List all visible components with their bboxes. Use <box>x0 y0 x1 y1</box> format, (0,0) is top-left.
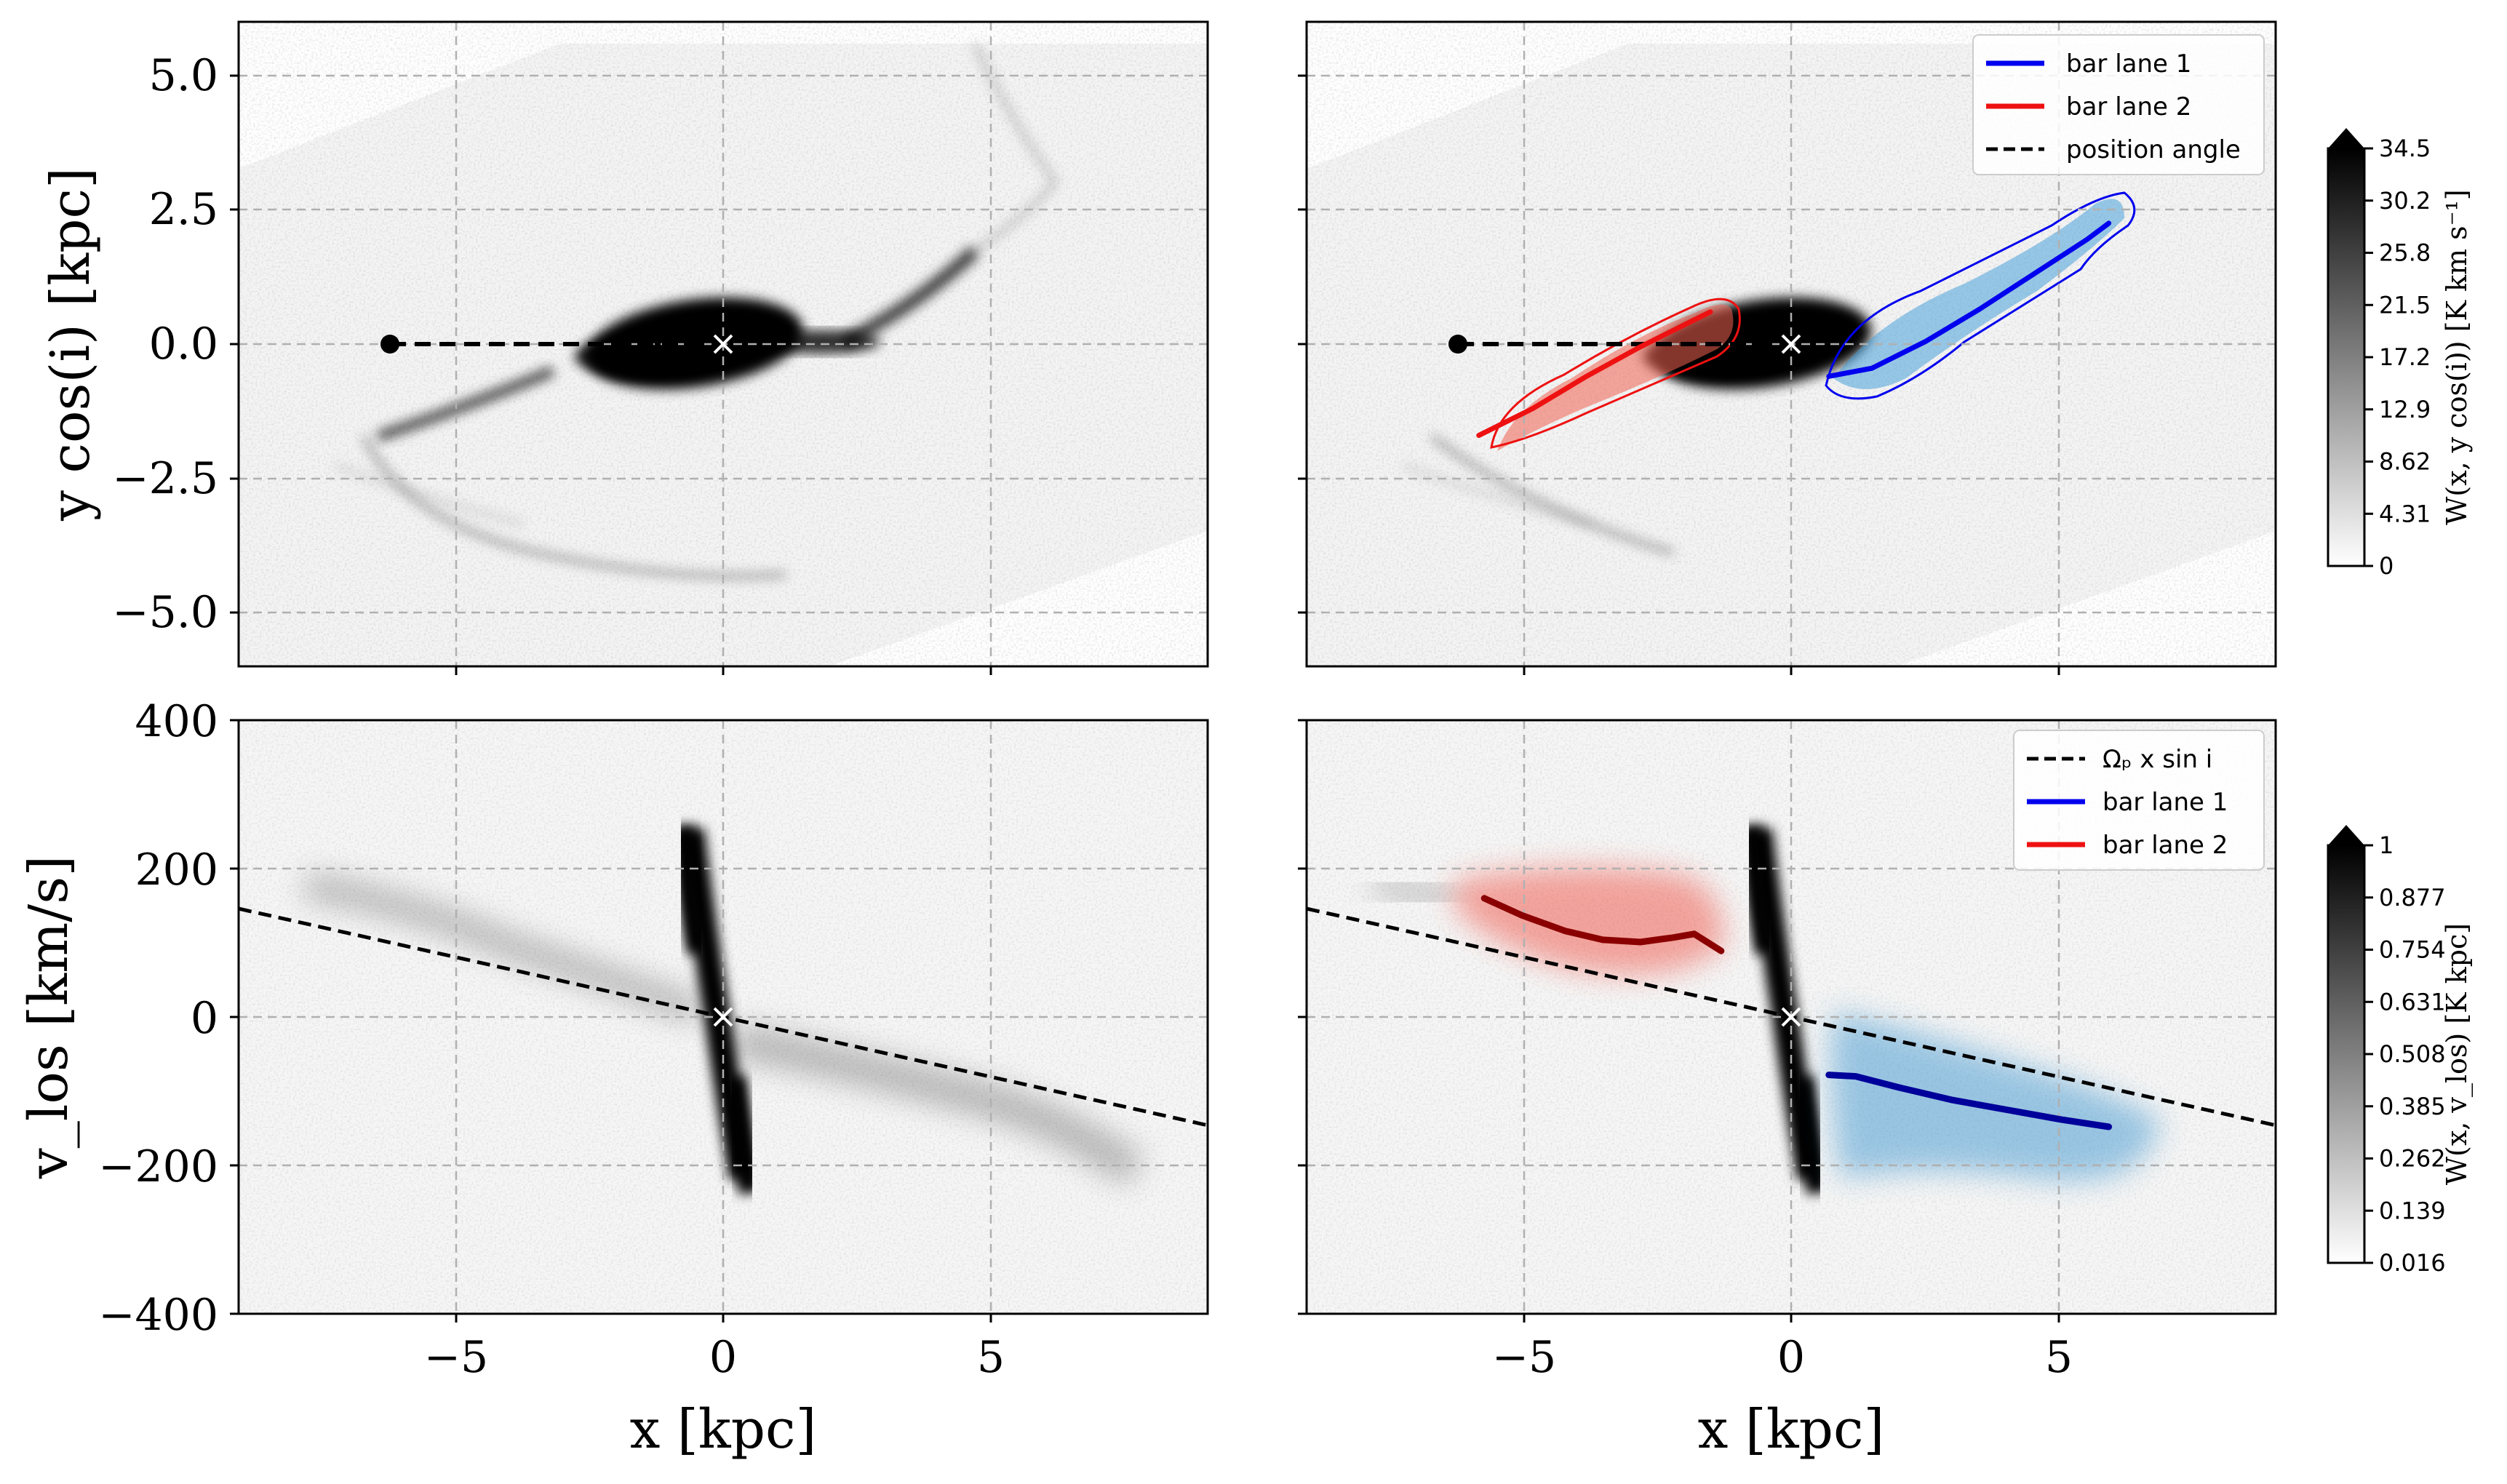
colorbar-top: 0 4.31 8.62 12.9 17.2 21.5 25.8 30.2 34.5 W(x, y… <box>2327 128 2473 580</box>
legend-item: bar lane 1 <box>2103 788 2228 817</box>
bar-lane-2-region <box>1455 867 1724 975</box>
bar-lane-1-contour <box>1825 191 2136 400</box>
colorbar-tick-label: 0.631 <box>2379 988 2446 1016</box>
xtick-label: −5 <box>1492 1332 1556 1383</box>
bar-lane-2-line <box>1476 309 1713 438</box>
center-marker <box>1781 1007 1801 1027</box>
x-axis-label-left: x [kpc] <box>630 1398 817 1461</box>
ytick-label: 5.0 <box>149 50 218 101</box>
ytick-label: −5.0 <box>112 587 218 638</box>
colorbar-tick-label: 21.5 <box>2379 291 2431 319</box>
legend-bottom: Ωₚ x sin i bar lane 1 bar lane 2 <box>2013 730 2265 871</box>
colorbar-ticks: 0.016 0.139 0.262 0.385 0.508 0.631 0.754 0.877… <box>2364 831 2446 1277</box>
ytick-label: 400 <box>135 696 218 747</box>
y-axis-label-top: y cos(i) [kpc] <box>39 167 102 522</box>
colorbar-extend-arrow <box>2328 825 2364 845</box>
colorbar-tick-label: 4.31 <box>2379 500 2431 527</box>
bar-lane-2-contour <box>1490 298 1741 449</box>
colorbar-extend-arrow <box>2328 128 2364 148</box>
ytick-label: 0 <box>191 993 218 1044</box>
y-ticks <box>230 74 992 675</box>
bar-lane-1-line <box>1825 1072 2113 1130</box>
colorbar-tick-label: 8.62 <box>2379 448 2431 476</box>
legend-item: bar lane 1 <box>2066 49 2191 79</box>
ytick-label: −2.5 <box>112 453 218 504</box>
gas-emission <box>333 42 1058 579</box>
panel-top-left: 5.0 2.5 0.0 −2.5 −5.0 y cos(i) [kpc] <box>39 20 1209 675</box>
center-marker <box>1781 334 1801 354</box>
colorbar-tick-label: 34.5 <box>2379 135 2431 162</box>
y-axis-label-bottom: v_los [km/s] <box>17 855 80 1179</box>
colorbar-tick-label: 17.2 <box>2379 343 2431 371</box>
xtick-label: 5 <box>977 1332 1005 1383</box>
bar-lane-1-line <box>1826 220 2112 379</box>
colorbar-tick-label: 0.262 <box>2379 1145 2446 1173</box>
ticks <box>1298 719 2060 1323</box>
colorbar-tick-label: 0 <box>2379 552 2394 580</box>
grid <box>239 22 1208 666</box>
ticks <box>1298 74 2060 675</box>
x-axis-label-right: x [kpc] <box>1698 1398 1885 1461</box>
xtick-label: 0 <box>709 1332 737 1383</box>
xtick-label: −5 <box>424 1332 488 1383</box>
bar-lane-1-region <box>1830 1011 2161 1181</box>
colorbar-tick-label: 0.016 <box>2379 1249 2446 1277</box>
ytick-label: −200 <box>98 1141 218 1192</box>
panel-top-right: bar lane 1 bar lane 2 position angle <box>1298 20 2277 675</box>
panel-bottom-right: −5 0 5 x [kpc] Ωₚ x sin i bar lane 1 bar… <box>1298 719 2277 1461</box>
pv-emission <box>1372 825 2161 1194</box>
ytick-label: 200 <box>135 845 218 895</box>
legend-top: bar lane 1 bar lane 2 position angle <box>1972 34 2265 175</box>
colorbar-ticks: 0 4.31 8.62 12.9 17.2 21.5 25.8 30.2 34.5 <box>2364 135 2431 580</box>
legend-item: bar lane 2 <box>2066 92 2191 121</box>
colorbar-tick-label: 0.877 <box>2379 884 2446 911</box>
ytick-label: 2.5 <box>149 184 218 235</box>
ticks <box>230 719 992 1323</box>
colorbar-title-top: W(x, y cos(i)) [K km s⁻¹] <box>2441 189 2473 524</box>
colorbar-tick-label: 30.2 <box>2379 187 2431 215</box>
colorbar-tick-label: 1 <box>2379 831 2394 859</box>
colorbar-tick-label: 25.8 <box>2379 239 2431 267</box>
legend-item: bar lane 2 <box>2103 831 2228 860</box>
xtick-label: 5 <box>2045 1332 2073 1383</box>
colorbar-tick-label: 0.139 <box>2379 1197 2446 1224</box>
position-angle-endpoint <box>380 335 399 354</box>
bar-lane-2-line <box>1480 895 1725 954</box>
colorbar-gradient <box>2327 844 2366 1264</box>
colorbar-tick-label: 0.385 <box>2379 1093 2446 1120</box>
legend-item: position angle <box>2066 135 2241 164</box>
center-marker <box>713 1007 733 1027</box>
colorbar-title-bottom: W(x, v_los) [K kpc] <box>2441 923 2474 1185</box>
colorbar-tick-label: 12.9 <box>2379 396 2431 423</box>
bar-lane-1-region <box>1833 199 2124 389</box>
center-marker <box>713 334 733 354</box>
ytick-label: 0.0 <box>149 319 218 370</box>
ytick-label: −400 <box>98 1290 218 1341</box>
legend-item: Ωₚ x sin i <box>2103 745 2212 774</box>
colorbar-tick-label: 0.508 <box>2379 1040 2446 1068</box>
position-angle-endpoint <box>1448 335 1467 354</box>
colorbar-gradient <box>2327 147 2366 567</box>
colorbar-bottom: 0.016 0.139 0.262 0.385 0.508 0.631 0.754 0.877… <box>2327 825 2474 1277</box>
colorbar-tick-label: 0.754 <box>2379 936 2446 964</box>
xtick-label: 0 <box>1777 1332 1805 1383</box>
panel-bottom-left: 400 200 0 −200 −400 −5 0 5 x [kpc] v_los… <box>17 696 1209 1461</box>
bar-lane-2-region <box>1497 304 1734 451</box>
